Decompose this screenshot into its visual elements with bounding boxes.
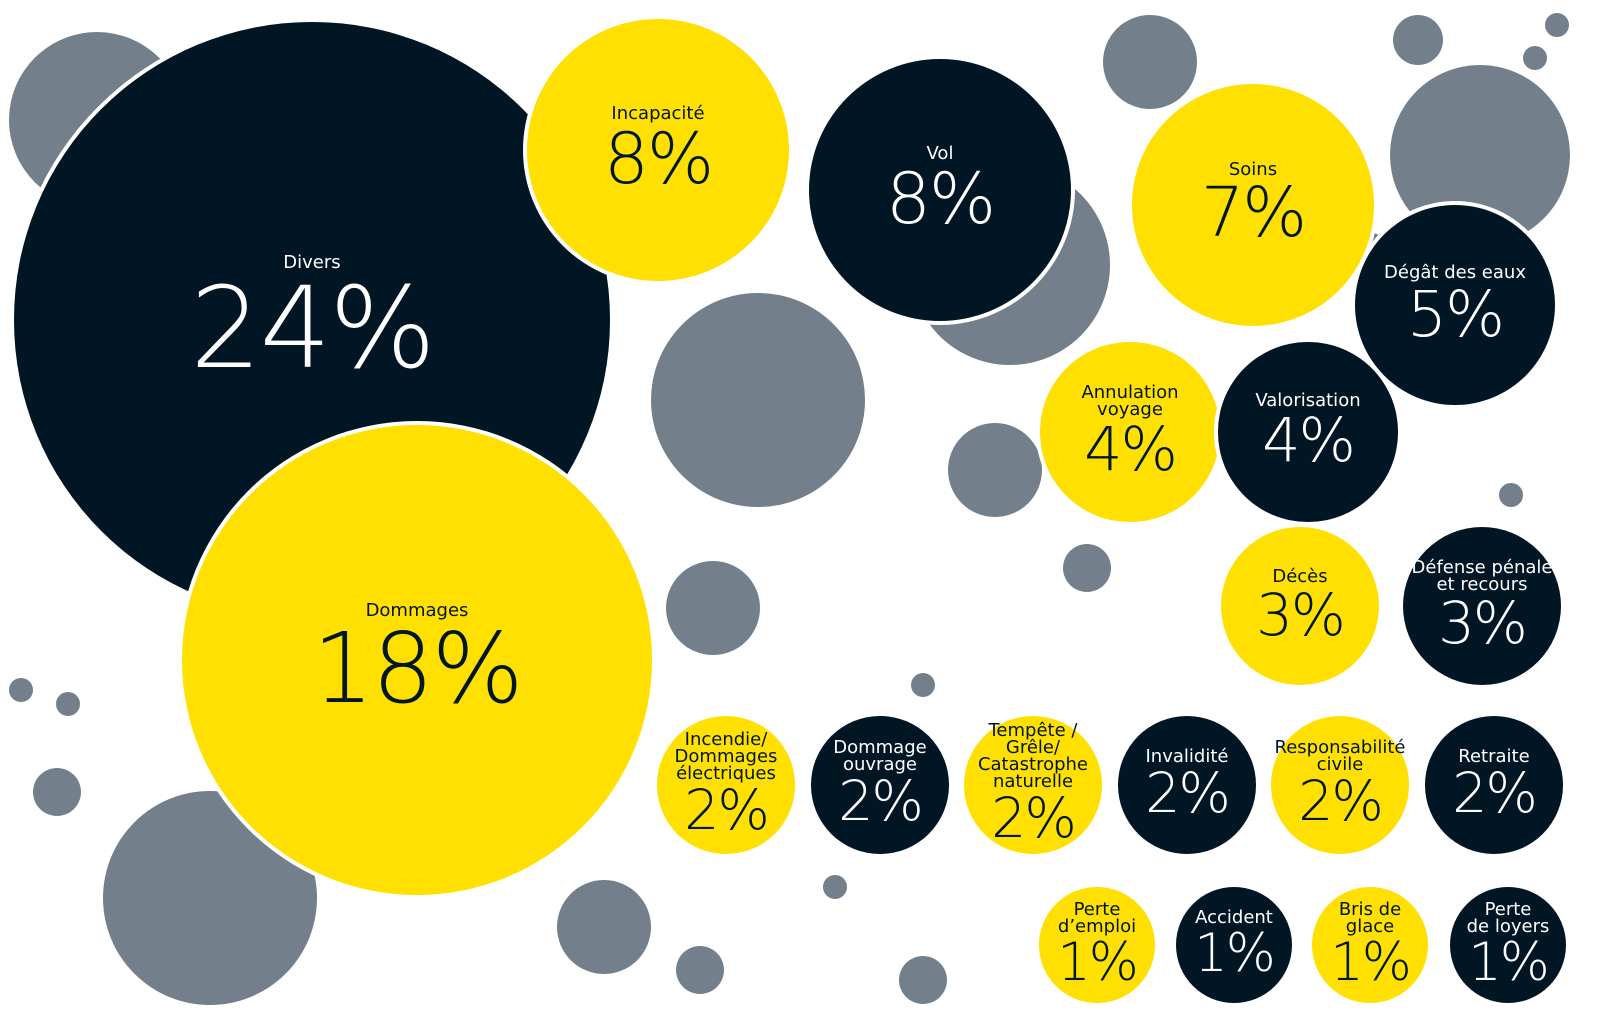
value-label: 1% (1468, 931, 1549, 993)
decor-circle (666, 561, 760, 655)
value-label: 8% (885, 157, 996, 241)
bubble-label: Perte de loyers (1466, 898, 1550, 937)
value-label: 4% (1084, 414, 1178, 485)
bubble-label: Invalidité (1145, 745, 1229, 767)
bubble-label: Défense pénale et recours (1411, 557, 1553, 596)
bubble: Incapacité 8% (526, 18, 790, 282)
bubble-label: Retraite (1458, 745, 1530, 767)
value-label: 7% (1200, 174, 1307, 254)
bubble-label: Divers (283, 252, 341, 274)
bubble-label: Annulation voyage (1081, 381, 1179, 420)
bubble: Perte de loyers 1% (1449, 886, 1567, 1004)
decor-circle (1393, 15, 1443, 65)
bubble-label: Incendie/ Dommages électriques (674, 728, 778, 784)
value-label: 1% (1330, 931, 1411, 993)
decor-circle (911, 673, 935, 697)
bubble: Valorisation 4% (1218, 342, 1398, 522)
decor-circle (823, 875, 847, 899)
decor-circle (1523, 46, 1547, 70)
decor-circle (948, 423, 1042, 517)
value-label: 2% (991, 787, 1077, 852)
bubble: Dommages 18% (181, 424, 653, 896)
bubble-label: Dommages (365, 600, 469, 622)
value-label: 2% (1298, 770, 1384, 835)
bubble-label: Soins (1228, 159, 1278, 181)
bubble: Défense pénale et recours 3% (1402, 526, 1562, 686)
value-label: 1% (1057, 931, 1138, 993)
bubble: Tempête / Grêle/ Catastrophe naturelle 2% (964, 716, 1102, 854)
bubble: Dégât des eaux 5% (1355, 205, 1555, 405)
bubble: Annulation voyage 4% (1040, 342, 1220, 522)
bubble: Vol 8% (808, 58, 1072, 322)
bubble: Soins 7% (1132, 84, 1374, 326)
bubble-label: Dégât des eaux (1384, 262, 1526, 283)
bubble: Accident 1% (1175, 886, 1293, 1004)
value-label: 8% (603, 117, 714, 201)
bubble-label: Bris de glace (1338, 898, 1402, 937)
decor-circle (676, 946, 724, 994)
bubble-label: Vol (926, 143, 954, 165)
bubble-label: Responsabilité civile (1274, 737, 1406, 776)
bubble: Retraite 2% (1425, 716, 1563, 854)
decor-circle (1103, 15, 1197, 109)
decor-circle (557, 880, 651, 974)
decor-circle (33, 768, 81, 816)
value-label: 3% (1438, 589, 1528, 658)
bubble: Dommage ouvrage 2% (811, 716, 949, 854)
decor-circle (56, 692, 80, 716)
bubble: Bris de glace 1% (1311, 886, 1429, 1004)
value-label: 5% (1407, 278, 1505, 351)
decor-circle (1063, 544, 1111, 592)
decor-circle (9, 678, 33, 702)
bubble-label: Tempête / Grêle/ Catastrophe naturelle (977, 720, 1089, 793)
value-label: 3% (1256, 580, 1346, 649)
decor-circle (1545, 13, 1569, 37)
bubble-label: Accident (1195, 907, 1273, 929)
bubble: Perte d’emploi 1% (1038, 886, 1156, 1004)
bubble-label: Incapacité (611, 103, 705, 125)
value-label: 24% (190, 263, 436, 395)
value-label: 18% (312, 612, 523, 726)
bubble-label: Décès (1272, 565, 1328, 587)
bubble-label: Dommage ouvrage (833, 737, 927, 776)
bubble: Responsabilité civile 2% (1271, 716, 1409, 854)
value-label: 2% (1145, 761, 1231, 826)
value-label: 2% (838, 770, 924, 835)
bubble-label: Valorisation (1255, 390, 1361, 412)
bubble-label: Perte d’emploi (1057, 898, 1137, 937)
decor-circle (899, 956, 947, 1004)
decor-circle (651, 293, 865, 507)
bubble: Invalidité 2% (1118, 716, 1256, 854)
bubble: Décès 3% (1220, 526, 1380, 686)
value-label: 2% (684, 778, 770, 843)
bubble: Incendie/ Dommages électriques 2% (657, 716, 795, 854)
value-label: 4% (1262, 406, 1356, 477)
value-label: 2% (1452, 761, 1538, 826)
decor-circle (1499, 483, 1523, 507)
value-label: 1% (1194, 923, 1275, 985)
